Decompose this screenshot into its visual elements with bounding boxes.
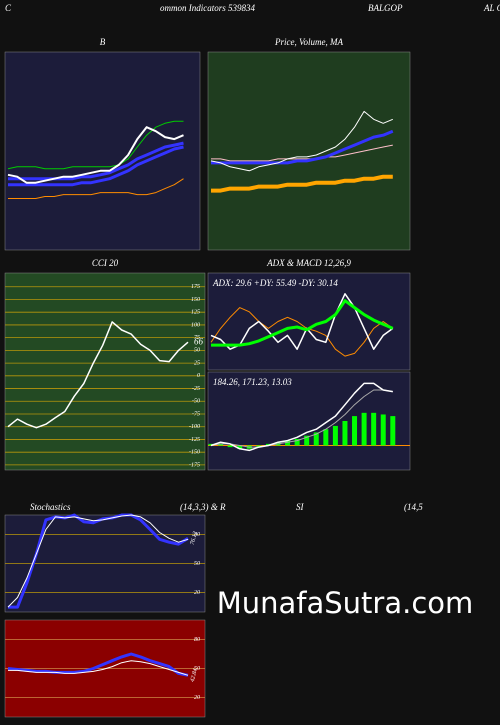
y-tick-label: -25 [192,386,200,392]
y-tick-label: 125 [191,310,200,316]
watermark: MunafaSutra.com [217,586,474,620]
series-line [8,660,189,676]
y-tick-label: 0 [197,373,200,379]
y-tick-label: 75 [194,335,200,341]
histogram-bar [361,412,367,446]
y-tick-label: -125 [189,437,200,443]
series-line [210,110,393,172]
panel-title: B [100,37,106,47]
y-tick-label: 100 [191,322,200,328]
y-tick-label: 80 [194,532,200,538]
value-annotation: 76.12 [190,531,199,546]
panel-title: CCI 20 [92,258,119,268]
y-tick-label: 20 [194,695,200,701]
series-line [211,299,394,347]
series-line [210,307,394,357]
header-text: BALGOP [368,3,403,13]
panel-title: ADX & MACD 12,26,9 [266,258,351,268]
y-tick-label: 20 [194,590,200,596]
histogram-bar [342,421,348,446]
y-tick-label: 175 [191,284,200,290]
header-text: (14,3,3) & R [180,502,226,512]
series-line [8,145,184,187]
series-line [211,144,393,162]
header-text: (14,5 [404,502,423,512]
y-tick-label: -50 [192,399,200,405]
header-text: AL C [483,3,500,13]
histogram-bar [237,445,243,449]
value-annotation: 66 [194,336,204,346]
y-tick-label: 50 [194,561,200,567]
histogram-bar [371,412,377,446]
histogram-bar [390,416,396,446]
series-line [7,321,189,429]
histogram-bar [380,414,386,446]
series-line [7,126,184,184]
series-line [8,141,184,181]
series-line [7,652,189,677]
histogram-bar [304,435,310,446]
panel-subtitle: ADX: 29.6 +DY: 55.49 -DY: 30.14 [212,278,338,288]
y-tick-label: 150 [191,297,200,303]
y-tick-label: -175 [189,462,200,468]
y-tick-label: 80 [194,637,200,643]
y-tick-label: 50 [194,666,200,672]
series-line [211,129,394,165]
histogram-bar [294,438,300,446]
series-line [210,382,393,452]
series-line [7,120,184,170]
histogram-bar [352,416,358,446]
series-line [211,174,393,193]
y-tick-label: -100 [189,424,200,430]
series-line [210,293,394,350]
header-text: Stochastics [30,502,71,512]
header-text: ommon Indicators 539834 [160,3,255,13]
panel [207,51,411,251]
histogram-bar [256,445,262,448]
panel [4,272,206,471]
histogram-bar [265,443,271,446]
y-tick-label: -75 [192,411,200,417]
histogram-bar [323,429,329,446]
panel [207,371,411,471]
panel-subtitle: 184.26, 171.23, 13.03 [213,377,292,387]
series-line [210,389,393,448]
histogram-bar [227,445,233,448]
value-annotation: 42.84 [189,668,199,683]
histogram-bar [208,443,214,446]
header-text: C [5,3,12,13]
histogram-bar [313,432,319,446]
header-text: SI [296,502,305,512]
histogram-bar [285,440,291,446]
series-line [7,514,189,608]
y-tick-label: 50 [194,348,200,354]
histogram-bar [218,443,224,446]
series-line [8,178,184,199]
y-tick-label: 25 [194,360,200,366]
histogram-bar [332,425,338,446]
y-tick-label: -150 [189,450,200,456]
panel-title: Price, Volume, MA [274,37,343,47]
